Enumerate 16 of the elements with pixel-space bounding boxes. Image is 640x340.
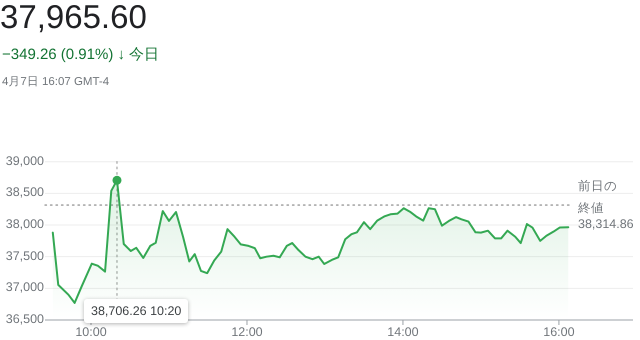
y-tick-label: 38,000 xyxy=(6,217,44,232)
y-tick-label: 37,500 xyxy=(6,248,44,263)
chart-title: 37,965.60 xyxy=(0,0,147,36)
annotation: 38,314.86 xyxy=(578,217,634,232)
x-tick-label: 12:00 xyxy=(231,325,263,339)
y-tick-label: 36,500 xyxy=(6,312,44,326)
chart-subtitle: −349.26 (0.91%) ↓ 今日 xyxy=(2,45,160,64)
text: 4月7日 16:07 GMT-4 xyxy=(2,75,110,89)
x-tick-label: 16:00 xyxy=(543,325,575,339)
x-tick-label: 14:00 xyxy=(387,325,419,339)
y-tick-label: 37,000 xyxy=(6,280,44,294)
y-tick-label: 39,000 xyxy=(6,154,44,168)
x-tick-label: 10:00 xyxy=(75,325,107,339)
annotation: 38,706.26 10:20 xyxy=(84,299,188,323)
ref-line-label: 前日の終値 xyxy=(578,179,617,216)
y-tick-label: 38,500 xyxy=(6,185,44,200)
